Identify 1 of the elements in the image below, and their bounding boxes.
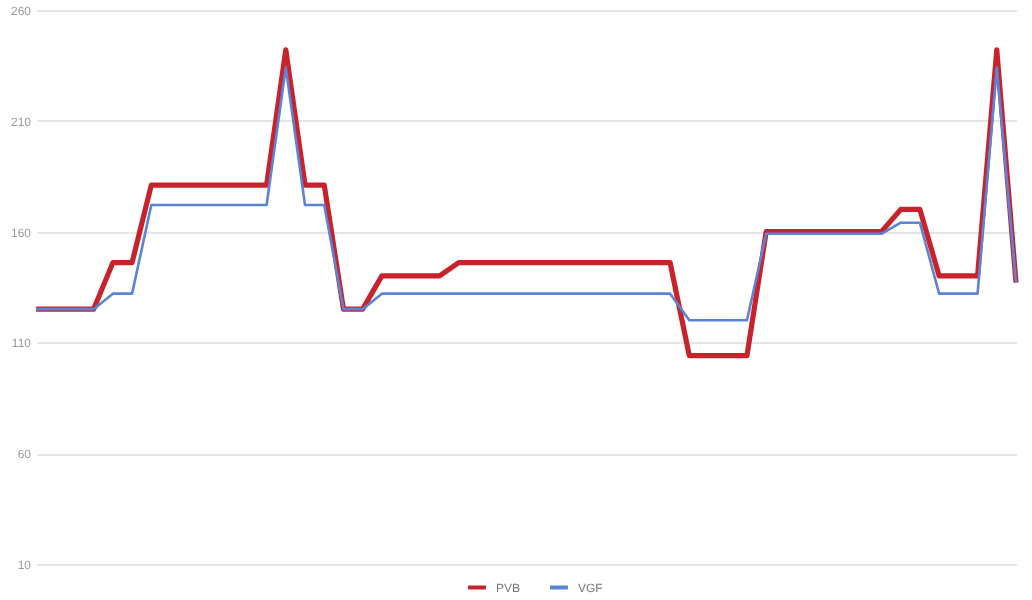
line-series — [34, 66, 1018, 322]
